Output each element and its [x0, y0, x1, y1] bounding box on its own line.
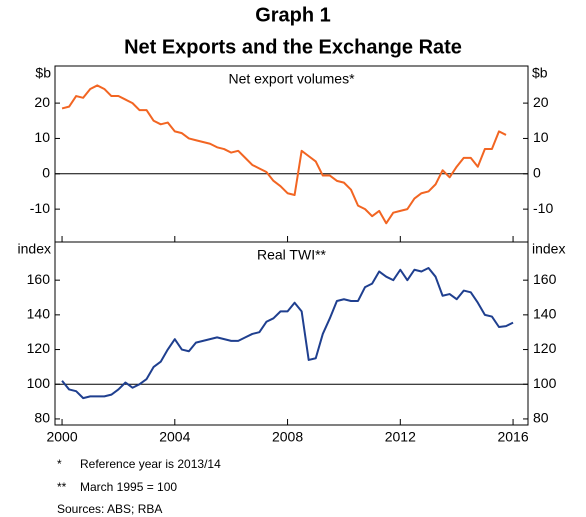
y-tick-label: 20: [34, 94, 50, 110]
y-tick-label: 140: [533, 306, 557, 322]
panel-title: Real TWI**: [257, 247, 327, 263]
y-tick-label: 120: [27, 340, 51, 356]
note-text: Reference year is 2013/14: [80, 457, 221, 471]
sources: Sources: ABS; RBA: [57, 502, 162, 516]
y-tick-label: 120: [533, 340, 557, 356]
y-axis-unit: index: [532, 241, 565, 257]
note-symbol: *: [57, 457, 62, 471]
y-tick-label: 0: [42, 164, 50, 180]
y-tick-label: -10: [533, 200, 553, 216]
panel-frame: [54, 65, 529, 243]
y-tick-label: 100: [533, 375, 557, 391]
y-tick-label: 20: [533, 94, 549, 110]
panel-title: Net export volumes*: [228, 71, 355, 87]
y-axis-unit: index: [18, 241, 51, 257]
y-axis-unit: $b: [532, 65, 548, 81]
y-tick-label: 10: [533, 129, 549, 145]
x-tick-label: 2008: [272, 429, 303, 445]
y-tick-label: 160: [27, 271, 51, 287]
y-tick-label: 140: [27, 306, 51, 322]
y-tick-label: -10: [30, 200, 50, 216]
x-tick-label: 2000: [46, 429, 77, 445]
chart-title: Graph 1: [255, 4, 331, 26]
x-tick-label: 2016: [497, 429, 528, 445]
line-series: [61, 84, 507, 225]
y-tick-label: 160: [533, 271, 557, 287]
y-axis-unit: $b: [35, 65, 51, 81]
note-symbol: **: [57, 480, 67, 494]
y-tick-label: 10: [34, 129, 50, 145]
panel-frame: [54, 241, 529, 426]
chart-subtitle: Net Exports and the Exchange Rate: [124, 36, 462, 58]
y-tick-label: 80: [34, 410, 50, 426]
y-tick-label: 80: [533, 410, 549, 426]
y-tick-label: 0: [533, 164, 541, 180]
x-tick-label: 2012: [385, 429, 416, 445]
x-tick-label: 2004: [159, 429, 190, 445]
y-tick-label: 100: [27, 375, 51, 391]
line-series: [61, 267, 514, 400]
note-text: March 1995 = 100: [80, 480, 177, 494]
